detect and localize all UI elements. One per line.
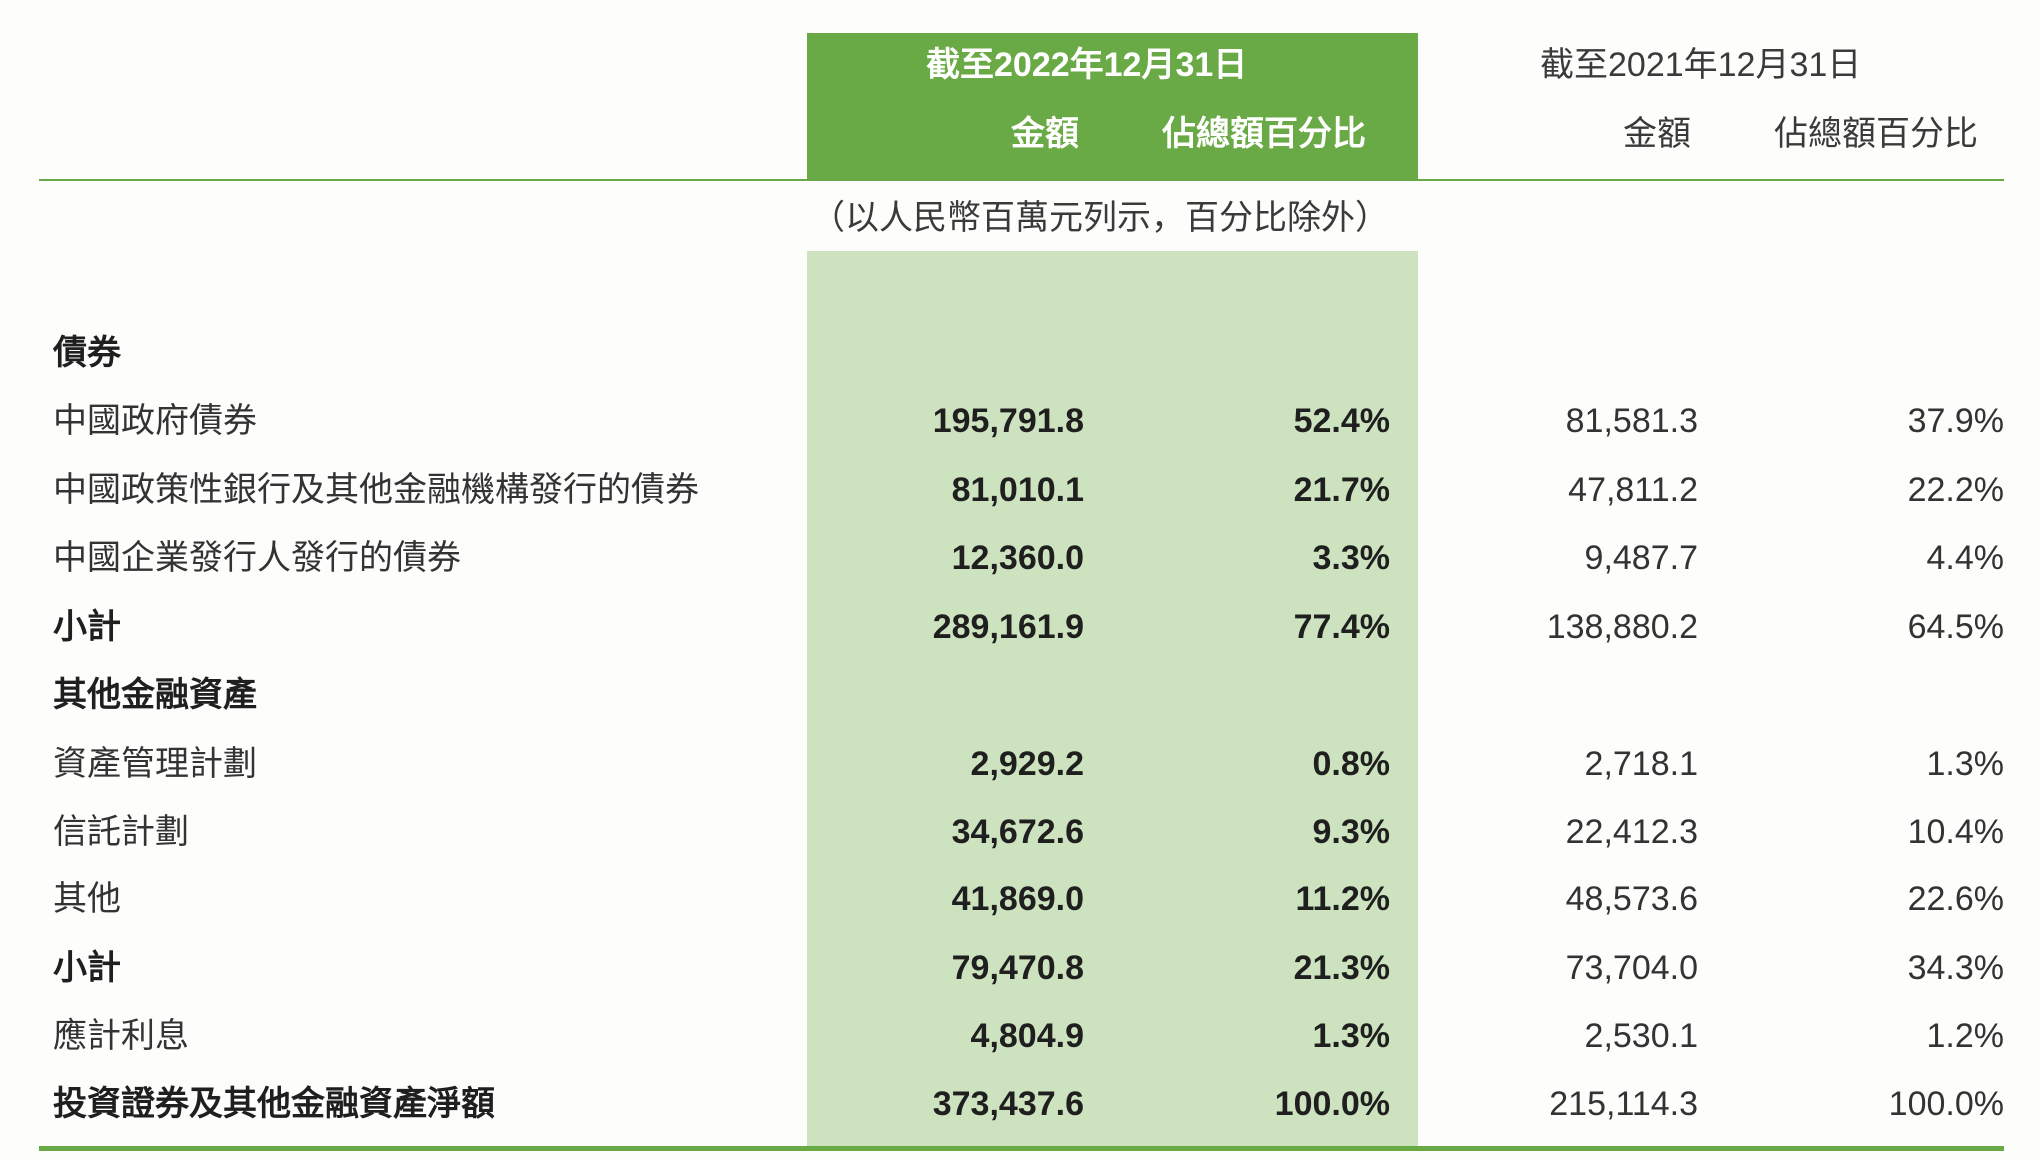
table-row: 其他 41,869.0 11.2% 48,573.6 22.6% [0,865,2040,933]
percent-2022: 11.2% [1295,880,1390,918]
percent-2022: 21.7% [1293,471,1390,509]
row-label: 中國企業發行人發行的債券 [53,539,461,577]
amount-2022: 34,672.6 [951,813,1084,851]
prior-percent-column-header: 佔總額百分比 [1774,115,1978,153]
table-row: 中國企業發行人發行的債券 12,360.0 3.3% 9,487.7 4.4% [0,524,2040,592]
amount-2021: 9,487.7 [1584,539,1698,577]
prior-amount-column-header: 金額 [1623,115,1691,153]
section-header-row: 其他金融資產 [0,661,2040,729]
amount-2022: 4,804.9 [970,1017,1084,1055]
prior-period-title: 截至2021年12月31日 [1540,46,1862,84]
amount-2022: 195,791.8 [932,402,1084,440]
row-label: 中國政策性銀行及其他金融機構發行的債券 [53,471,699,509]
percent-2021: 22.2% [1907,471,2004,509]
percent-2022: 100.0% [1274,1085,1390,1123]
row-label: 小計 [53,949,121,987]
percent-2021: 22.6% [1907,880,2004,918]
percent-2022: 9.3% [1312,813,1391,851]
amount-2021: 138,880.2 [1546,608,1698,646]
table-row: 應計利息 4,804.9 1.3% 2,530.1 1.2% [0,1002,2040,1070]
table-row: 中國政策性銀行及其他金融機構發行的債券 81,010.1 21.7% 47,81… [0,456,2040,524]
row-label: 其他 [53,880,121,918]
percent-2021: 34.3% [1907,949,2004,987]
subtotal-row: 小計 289,161.9 77.4% 138,880.2 64.5% [0,593,2040,661]
total-row: 投資證券及其他金融資產淨額 373,437.6 100.0% 215,114.3… [0,1070,2040,1138]
current-period-highlight-column [807,251,1418,1148]
amount-2022: 373,437.6 [932,1085,1084,1123]
table-row: 資產管理計劃 2,929.2 0.8% 2,718.1 1.3% [0,730,2040,798]
amount-2021: 2,530.1 [1584,1017,1698,1055]
current-percent-column-header: 佔總額百分比 [1162,115,1366,153]
percent-2021: 100.0% [1888,1085,2004,1123]
table-row: 中國政府債券 195,791.8 52.4% 81,581.3 37.9% [0,387,2040,455]
amount-2021: 215,114.3 [1549,1085,1698,1123]
amount-2022: 12,360.0 [951,539,1084,577]
row-label: 中國政府債券 [53,402,257,440]
percent-2022: 77.4% [1293,608,1390,646]
amount-2021: 22,412.3 [1565,813,1698,851]
current-period-title: 截至2022年12月31日 [926,46,1248,84]
percent-2022: 0.8% [1312,745,1391,783]
amount-2021: 81,581.3 [1565,402,1698,440]
percent-2021: 4.4% [1926,539,2005,577]
percent-2021: 64.5% [1907,608,2004,646]
amount-2022: 41,869.0 [951,880,1084,918]
row-label: 資產管理計劃 [53,745,257,783]
amount-2022: 81,010.1 [951,471,1084,509]
table-row: 信託計劃 34,672.6 9.3% 22,412.3 10.4% [0,798,2040,866]
row-label: 小計 [53,608,121,646]
table-row: 債券 [0,319,2040,387]
header-divider [39,179,2004,181]
amount-2021: 73,704.0 [1565,949,1698,987]
percent-2021: 37.9% [1907,402,2004,440]
amount-2022: 2,929.2 [970,745,1084,783]
table-bottom-border [39,1146,2004,1151]
amount-2021: 2,718.1 [1584,745,1698,783]
row-label: 信託計劃 [53,813,189,851]
subtotal-row: 小計 79,470.8 21.3% 73,704.0 34.3% [0,934,2040,1002]
amount-2022: 289,161.9 [932,608,1084,646]
unit-note: （以人民幣百萬元列示，百分比除外） [811,199,1389,237]
percent-2021: 1.3% [1926,745,2005,783]
row-label: 投資證券及其他金融資產淨額 [53,1085,495,1123]
current-amount-column-header: 金額 [1011,115,1079,153]
percent-2022: 3.3% [1312,539,1391,577]
row-label: 應計利息 [53,1017,189,1055]
amount-2022: 79,470.8 [951,949,1084,987]
row-label: 其他金融資產 [53,676,257,714]
amount-2021: 47,811.2 [1568,471,1698,509]
current-period-header-band [807,33,1418,180]
percent-2022: 52.4% [1293,402,1390,440]
amount-2021: 48,573.6 [1565,880,1698,918]
percent-2021: 10.4% [1907,813,2004,851]
percent-2022: 1.3% [1312,1017,1391,1055]
row-label: 債券 [53,334,121,372]
percent-2021: 1.2% [1926,1017,2005,1055]
percent-2022: 21.3% [1293,949,1390,987]
